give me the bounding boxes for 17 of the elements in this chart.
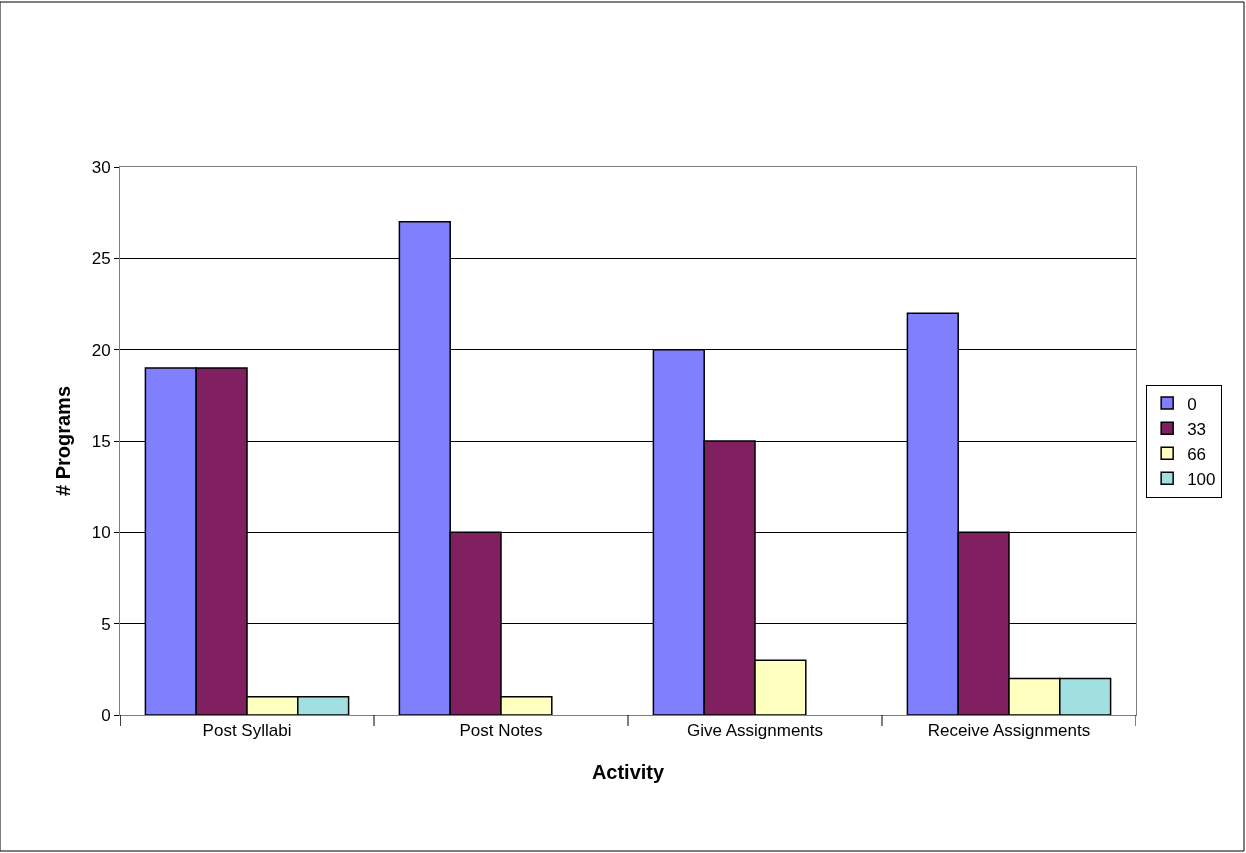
x-tick-label: Give Assignments <box>686 721 824 741</box>
y-axis-title: # Programs <box>52 385 75 497</box>
y-tick-label: 0 <box>101 705 111 725</box>
legend-label: 100 <box>1187 469 1216 489</box>
x-axis-title: Activity <box>591 760 665 783</box>
y-tick-label: 10 <box>91 523 111 543</box>
x-tick-label: Post Syllabi <box>202 721 292 741</box>
legend-label: 66 <box>1187 444 1207 464</box>
legend-label: 33 <box>1187 419 1207 439</box>
y-tick-label: 30 <box>91 157 111 177</box>
y-tick-label: 15 <box>91 431 111 451</box>
y-tick-label: 5 <box>101 614 111 634</box>
legend-label: 0 <box>1187 394 1197 414</box>
y-tick-label: 20 <box>91 340 111 360</box>
x-tick-label: Post Notes <box>459 721 543 741</box>
x-tick-label: Receive Assignments <box>927 721 1091 741</box>
y-tick-label: 25 <box>91 249 111 269</box>
